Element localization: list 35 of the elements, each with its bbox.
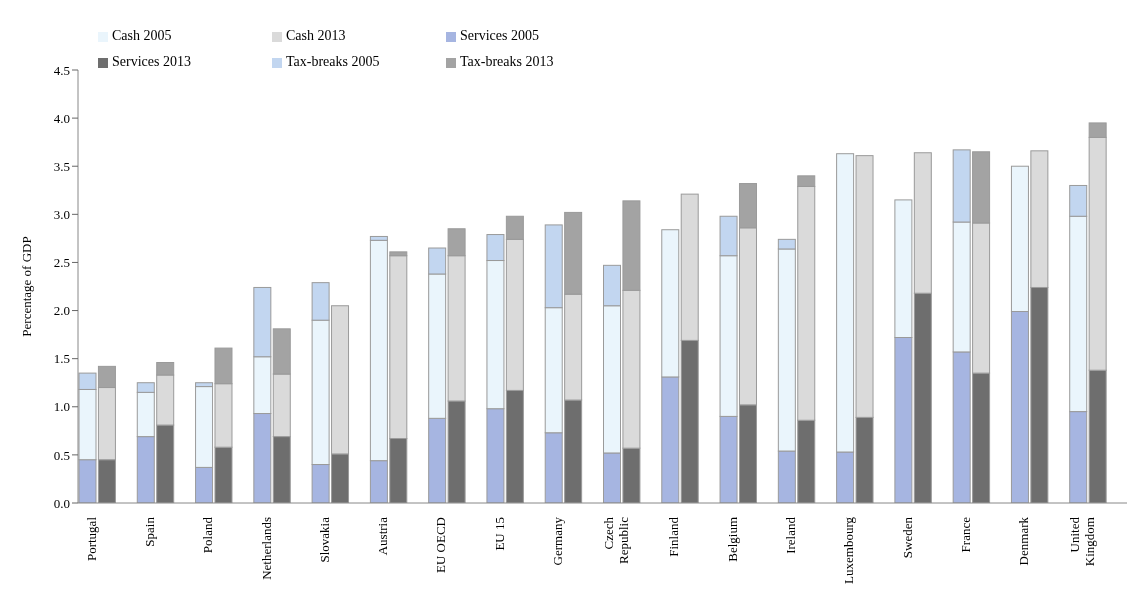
y-tick-label: 0.0 <box>53 495 70 511</box>
x-tick-label: Denmark <box>1016 516 1032 566</box>
y-tick-label: 1.0 <box>53 399 70 415</box>
y-tick-label: 3.0 <box>53 206 70 222</box>
y-tick-label: 2.5 <box>53 255 70 271</box>
legend-label: Cash 2013 <box>286 27 347 45</box>
x-tick-label: Finland <box>666 516 682 557</box>
x-tick-label: Ireland <box>783 516 799 554</box>
x-tick-label: Netherlands <box>258 517 274 580</box>
x-tick-label: Czech Republic <box>601 516 632 564</box>
x-tick-label: United Kingdom <box>1067 516 1098 567</box>
x-tick-label: Luxembourg <box>841 516 857 584</box>
legend-label: Tax-breaks 2005 <box>286 53 381 71</box>
x-tick-label: Belgium <box>724 517 740 562</box>
y-tick-label: 2.0 <box>53 303 70 319</box>
y-tick-label: 0.5 <box>53 447 70 463</box>
y-tick-label: 4.5 <box>53 62 70 78</box>
legend-label: Cash 2005 <box>112 27 173 45</box>
legend-label: Tax-breaks 2013 <box>460 53 555 71</box>
x-tick-label: France <box>957 516 973 553</box>
x-tick-label: Slovakia <box>316 516 332 563</box>
x-tick-label: Poland <box>200 516 216 554</box>
legend-label: Services 2013 <box>112 53 192 71</box>
x-tick-label: Sweden <box>899 516 915 559</box>
y-axis-title: Percentage of GDP <box>18 236 34 337</box>
x-tick-label: Germany <box>549 516 565 566</box>
y-tick-label: 3.5 <box>53 158 70 174</box>
x-tick-label: Spain <box>141 516 157 547</box>
legend-label: Services 2005 <box>460 27 540 45</box>
y-tick-label: 4.0 <box>53 110 70 126</box>
x-tick-label: Portugal <box>83 516 99 562</box>
x-tick-label: EU 15 <box>491 517 507 551</box>
y-tick-label: 1.5 <box>53 351 70 367</box>
x-tick-label: Austria <box>375 516 391 556</box>
x-tick-label: EU OECD <box>433 517 449 573</box>
